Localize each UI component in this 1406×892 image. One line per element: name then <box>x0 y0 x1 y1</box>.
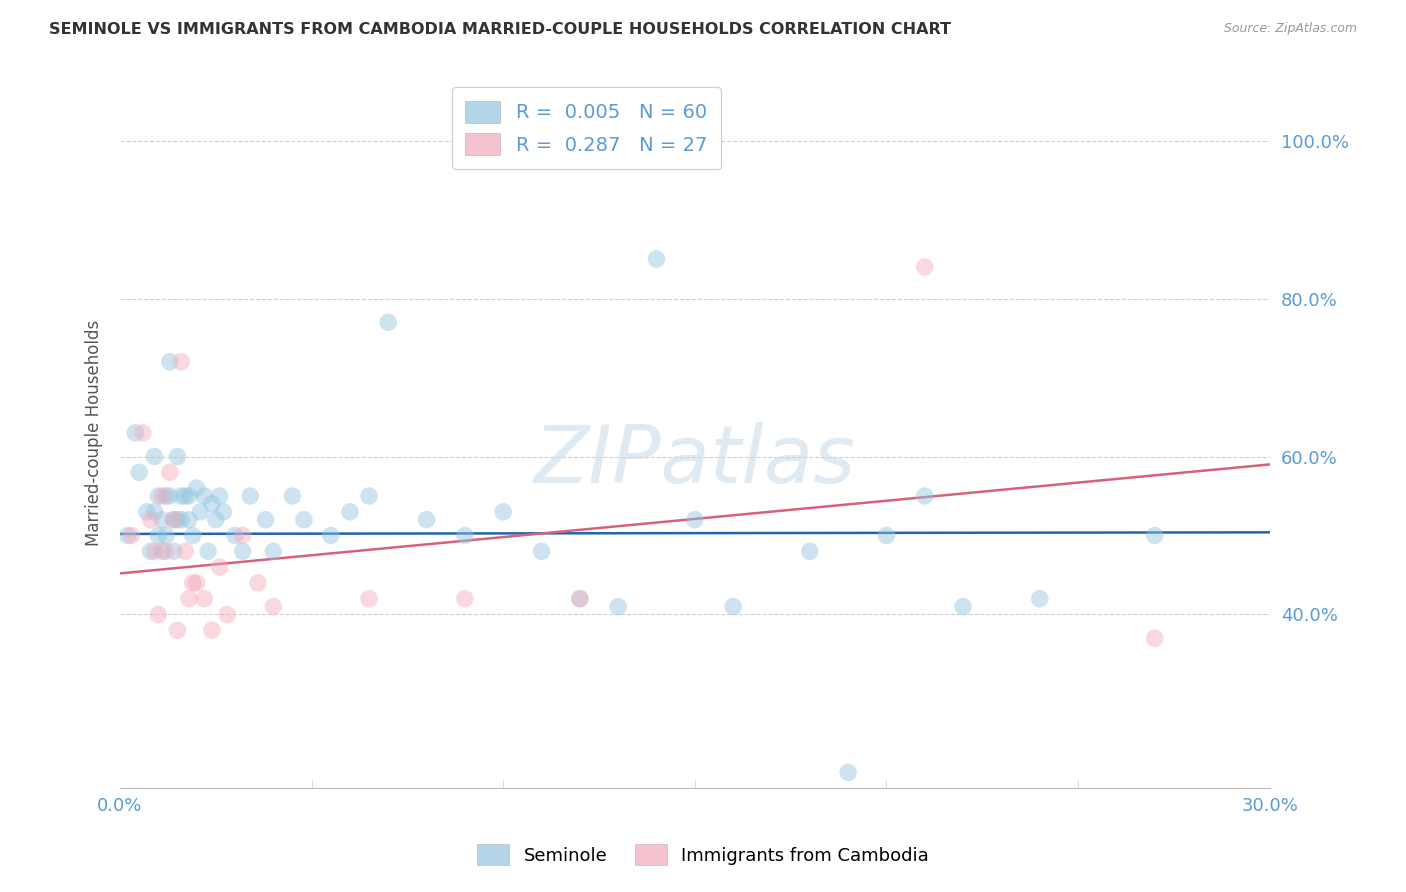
Point <box>262 599 284 614</box>
Point <box>148 528 170 542</box>
Point <box>121 528 143 542</box>
Point <box>139 513 162 527</box>
Point <box>186 575 208 590</box>
Point <box>201 497 224 511</box>
Text: SEMINOLE VS IMMIGRANTS FROM CAMBODIA MARRIED-COUPLE HOUSEHOLDS CORRELATION CHART: SEMINOLE VS IMMIGRANTS FROM CAMBODIA MAR… <box>49 22 952 37</box>
Point <box>159 489 181 503</box>
Point <box>148 489 170 503</box>
Point <box>124 425 146 440</box>
Point <box>162 513 184 527</box>
Point <box>174 544 197 558</box>
Y-axis label: Married-couple Households: Married-couple Households <box>86 319 103 546</box>
Point <box>166 624 188 638</box>
Point <box>166 450 188 464</box>
Point <box>232 528 254 542</box>
Point <box>359 591 381 606</box>
Point <box>281 489 304 503</box>
Point <box>170 513 193 527</box>
Legend: R =  0.005   N = 60, R =  0.287   N = 27: R = 0.005 N = 60, R = 0.287 N = 27 <box>451 87 721 169</box>
Point <box>150 513 173 527</box>
Point <box>415 513 437 527</box>
Point <box>530 544 553 558</box>
Point <box>143 505 166 519</box>
Point <box>377 315 399 329</box>
Point <box>799 544 821 558</box>
Point <box>193 489 215 503</box>
Point <box>162 544 184 558</box>
Point <box>454 591 477 606</box>
Point <box>143 544 166 558</box>
Point <box>135 505 157 519</box>
Point <box>197 544 219 558</box>
Point <box>914 260 936 274</box>
Point <box>181 528 204 542</box>
Point <box>254 513 277 527</box>
Text: Source: ZipAtlas.com: Source: ZipAtlas.com <box>1223 22 1357 36</box>
Point <box>150 544 173 558</box>
Point <box>181 575 204 590</box>
Point <box>159 466 181 480</box>
Point <box>1143 528 1166 542</box>
Point <box>143 450 166 464</box>
Point <box>645 252 668 266</box>
Point <box>492 505 515 519</box>
Point <box>174 489 197 503</box>
Point <box>319 528 342 542</box>
Point <box>875 528 897 542</box>
Point <box>139 544 162 558</box>
Legend: Seminole, Immigrants from Cambodia: Seminole, Immigrants from Cambodia <box>468 835 938 874</box>
Point <box>170 355 193 369</box>
Point <box>262 544 284 558</box>
Point <box>208 489 231 503</box>
Point <box>159 355 181 369</box>
Point <box>607 599 630 614</box>
Point <box>224 528 246 542</box>
Point <box>155 528 177 542</box>
Point <box>117 528 139 542</box>
Point <box>190 505 212 519</box>
Point <box>683 513 706 527</box>
Point <box>952 599 974 614</box>
Point <box>232 544 254 558</box>
Point <box>177 489 200 503</box>
Point <box>1029 591 1052 606</box>
Point <box>246 575 269 590</box>
Point <box>155 489 177 503</box>
Point <box>128 466 150 480</box>
Point <box>204 513 226 527</box>
Point <box>837 765 859 780</box>
Point <box>166 513 188 527</box>
Point <box>132 425 155 440</box>
Point <box>201 624 224 638</box>
Point <box>162 513 184 527</box>
Point <box>568 591 591 606</box>
Point <box>212 505 235 519</box>
Point <box>177 513 200 527</box>
Point <box>170 489 193 503</box>
Point <box>292 513 315 527</box>
Point <box>721 599 744 614</box>
Point <box>339 505 361 519</box>
Point <box>1143 631 1166 645</box>
Point <box>148 607 170 622</box>
Text: ZIPatlas: ZIPatlas <box>534 422 856 500</box>
Point <box>177 591 200 606</box>
Point <box>208 560 231 574</box>
Point <box>454 528 477 542</box>
Point <box>239 489 262 503</box>
Point <box>217 607 239 622</box>
Point <box>155 544 177 558</box>
Point <box>150 489 173 503</box>
Point <box>568 591 591 606</box>
Point <box>359 489 381 503</box>
Point <box>193 591 215 606</box>
Point <box>186 481 208 495</box>
Point <box>914 489 936 503</box>
